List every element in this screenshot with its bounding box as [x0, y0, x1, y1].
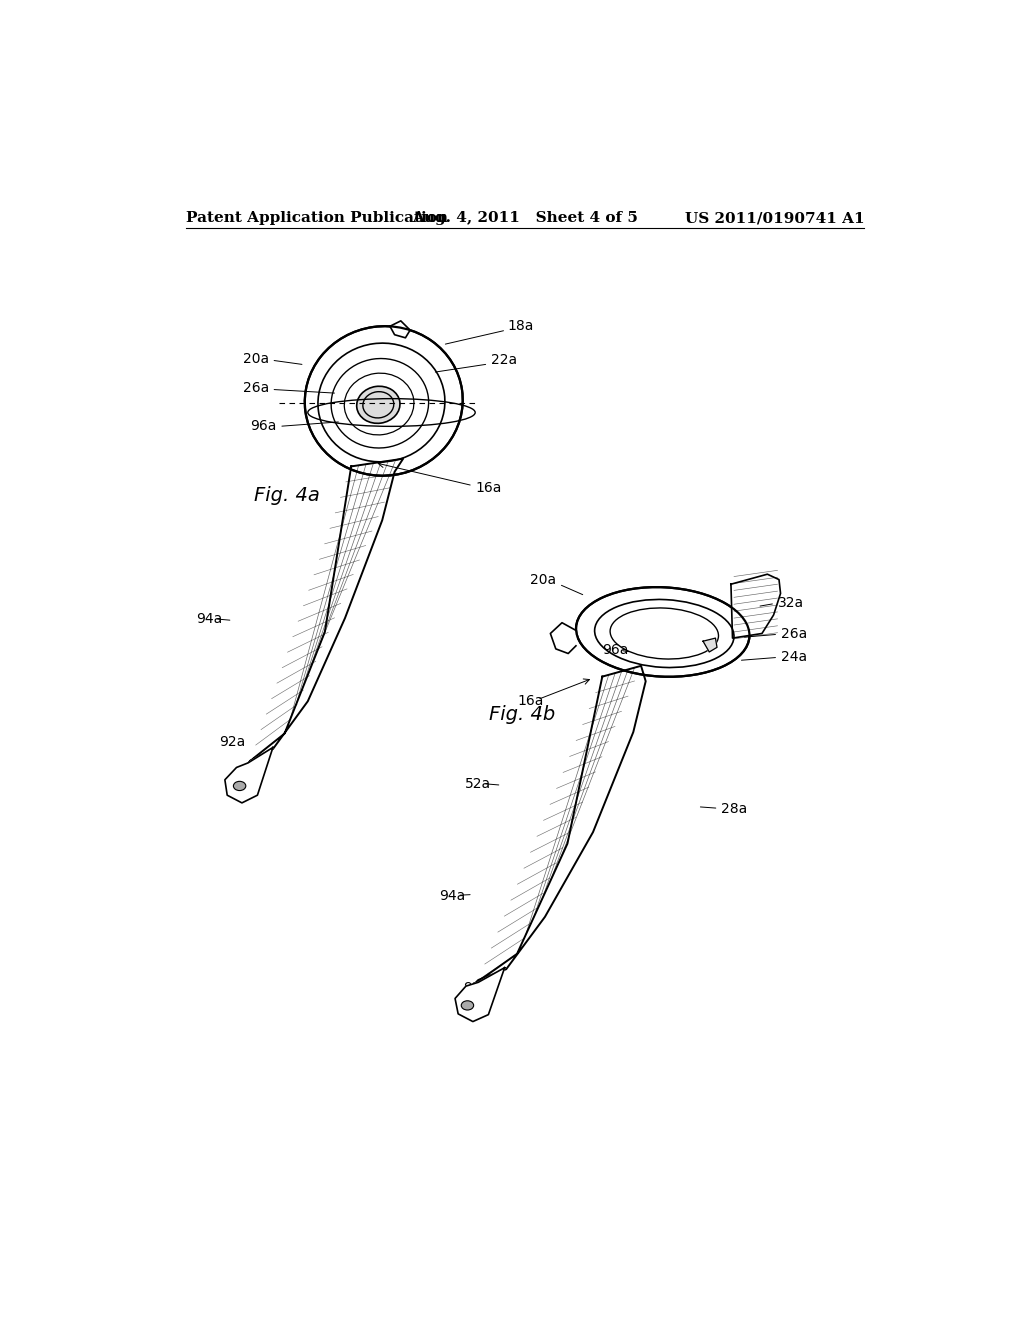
- Polygon shape: [246, 459, 403, 766]
- Text: 26a: 26a: [243, 381, 269, 395]
- Text: Fig. 4b: Fig. 4b: [489, 705, 555, 723]
- Text: 94a: 94a: [439, 890, 466, 903]
- Text: 20a: 20a: [530, 573, 557, 587]
- Text: Aug. 4, 2011   Sheet 4 of 5: Aug. 4, 2011 Sheet 4 of 5: [412, 211, 638, 226]
- Text: 92a: 92a: [463, 982, 489, 995]
- Polygon shape: [731, 574, 780, 638]
- Polygon shape: [390, 321, 410, 338]
- Text: 52a: 52a: [465, 776, 492, 791]
- Text: 92a: 92a: [219, 735, 246, 748]
- Ellipse shape: [305, 326, 463, 475]
- Text: 20a: 20a: [243, 351, 269, 366]
- Ellipse shape: [233, 781, 246, 791]
- Polygon shape: [455, 968, 505, 1022]
- Text: Fig. 4a: Fig. 4a: [254, 486, 319, 506]
- Polygon shape: [703, 638, 717, 652]
- Text: 16a: 16a: [517, 694, 544, 709]
- Text: 10.6: 10.6: [361, 400, 387, 413]
- Text: 16a: 16a: [475, 480, 502, 495]
- Text: 32a: 32a: [777, 597, 804, 610]
- Polygon shape: [225, 747, 273, 803]
- Text: 24a: 24a: [780, 651, 807, 664]
- Text: 96a: 96a: [251, 420, 276, 433]
- Text: 22a: 22a: [490, 354, 517, 367]
- Text: 94a: 94a: [197, 612, 222, 626]
- Text: 18a: 18a: [508, 319, 535, 333]
- Polygon shape: [472, 665, 646, 986]
- Ellipse shape: [577, 587, 750, 677]
- Text: Patent Application Publication: Patent Application Publication: [186, 211, 449, 226]
- Text: 26a: 26a: [780, 627, 807, 642]
- Ellipse shape: [356, 387, 400, 424]
- Text: 28a: 28a: [721, 803, 748, 816]
- Ellipse shape: [461, 1001, 474, 1010]
- Text: 96a: 96a: [602, 643, 629, 656]
- Text: US 2011/0190741 A1: US 2011/0190741 A1: [685, 211, 864, 226]
- Polygon shape: [550, 623, 575, 653]
